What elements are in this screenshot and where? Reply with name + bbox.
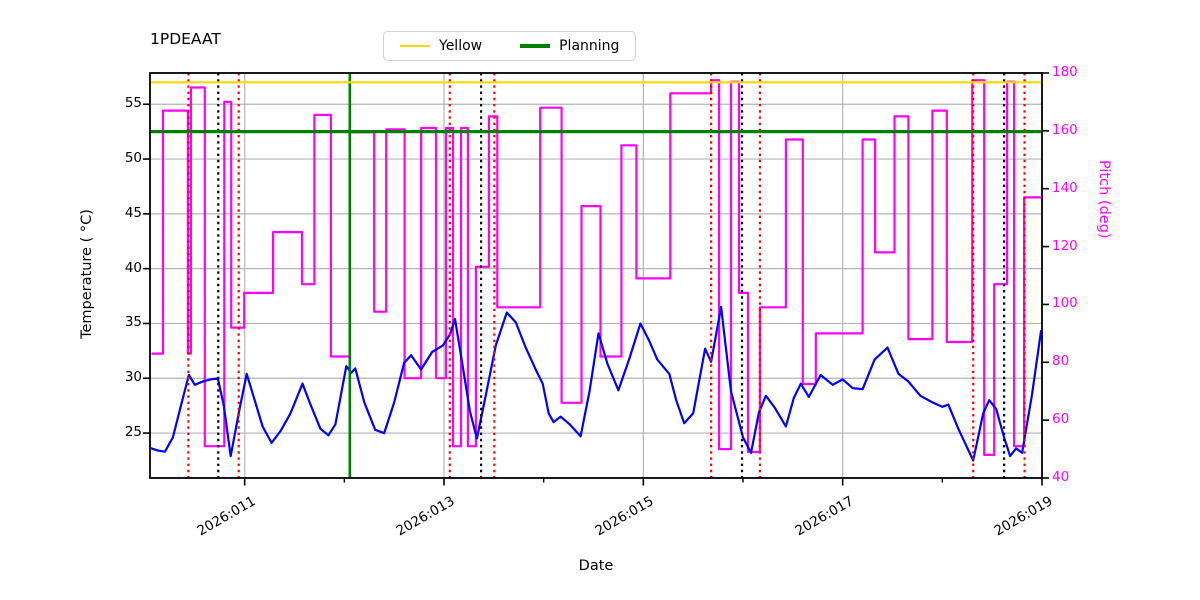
legend-item-planning: Planning: [520, 38, 619, 54]
y-left-tick-label: 35: [124, 314, 142, 331]
pitch-line: [151, 79, 1041, 456]
y-left-tick-label: 45: [124, 204, 142, 221]
y-left-tick-label: 40: [124, 259, 142, 276]
y-right-tick-label: 180: [1052, 64, 1078, 80]
y-left-tick-label: 30: [124, 369, 142, 386]
y-left-tick-label: 50: [124, 150, 142, 167]
planning-limit-line-sample: [520, 44, 551, 48]
legend-item-yellow: Yellow: [400, 38, 482, 54]
y-right-tick-label: 80: [1052, 353, 1070, 370]
x-axis-label-date: Date: [578, 558, 614, 574]
y-left-tick-label: 55: [124, 95, 142, 112]
y-right-tick-label: 60: [1052, 411, 1070, 428]
y-right-tick-label: 160: [1052, 121, 1078, 138]
y-right-tick-label: 140: [1052, 179, 1078, 196]
legend-label-planning: Planning: [559, 38, 620, 54]
temperature-line: [150, 305, 1043, 462]
y-left-tick-label: 25: [124, 424, 142, 441]
axes-spines: [149, 72, 1043, 479]
y-axis-label-pitch: Pitch (deg): [1096, 160, 1112, 239]
yellow-limit-line-sample: [400, 44, 430, 48]
chart-title: 1PDEAAT: [150, 30, 221, 48]
legend-label-yellow: Yellow: [439, 38, 483, 54]
y-right-tick-label: 40: [1052, 469, 1070, 485]
y-right-tick-label: 100: [1052, 295, 1078, 312]
y-right-tick-label: 120: [1052, 237, 1078, 254]
legend: Yellow Planning: [383, 31, 637, 61]
